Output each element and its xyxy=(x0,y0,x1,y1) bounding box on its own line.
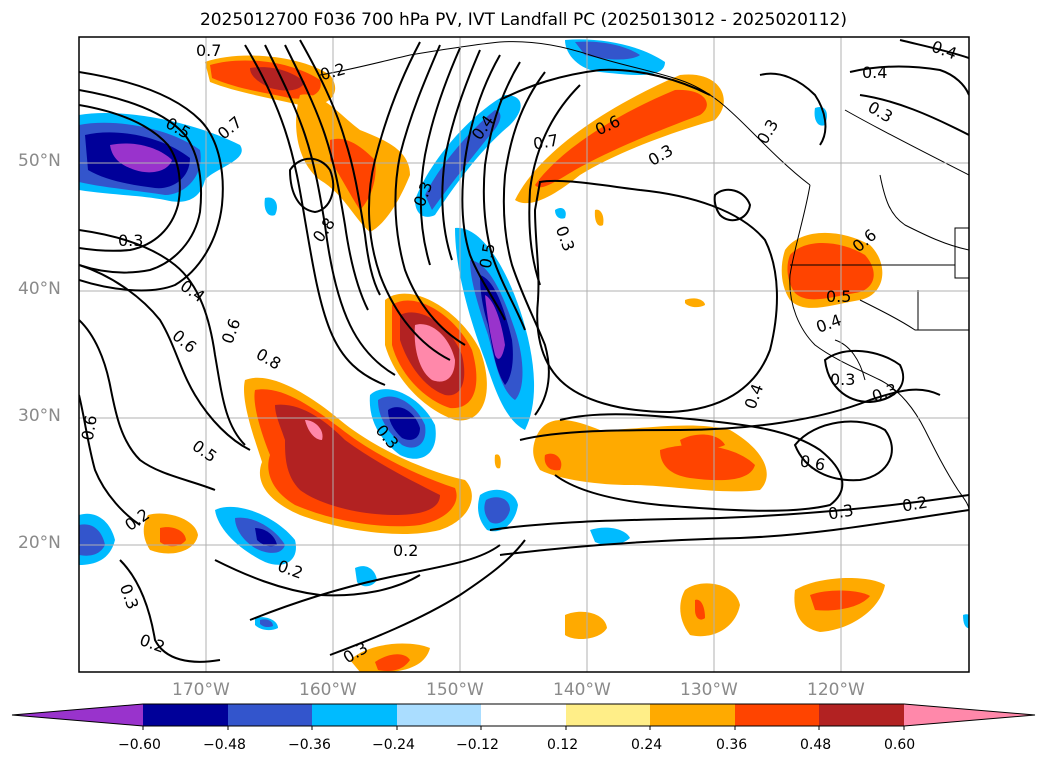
colorbar-swatch xyxy=(904,704,1035,726)
lon-label-130w: 130°W xyxy=(680,680,738,700)
contour-label: 0.5 xyxy=(826,287,851,306)
lon-label-150w: 150°W xyxy=(426,680,484,700)
contour-label: 0.6 xyxy=(78,414,101,442)
lat-label-20n: 20°N xyxy=(18,533,61,553)
contour-label: 0.4 xyxy=(862,63,887,82)
colorbar-swatch xyxy=(312,704,397,726)
colorbar-tick: 0.12 xyxy=(547,737,579,753)
neg-blob-central-vertical xyxy=(455,227,535,430)
colorbar-tick: −0.48 xyxy=(203,737,246,753)
pos-blob-north xyxy=(205,55,336,106)
colorbar-tick: −0.60 xyxy=(118,737,161,753)
colorbar-tick: 0.36 xyxy=(716,737,748,753)
colorbar-swatch xyxy=(481,704,566,726)
colorbar-swatch xyxy=(566,704,650,726)
pos-blob-south-1 xyxy=(680,583,740,637)
colorbar-tick: 0.48 xyxy=(800,737,832,753)
colorbar-swatch xyxy=(735,704,819,726)
contour-label: 0.7 xyxy=(532,130,560,153)
colorbar-swatch xyxy=(143,704,228,726)
lat-label-40n: 40°N xyxy=(18,279,61,299)
colorbar-tick: −0.36 xyxy=(288,737,331,753)
lon-label-120w: 120°W xyxy=(807,680,865,700)
pv-contours xyxy=(79,39,969,663)
contour-label: 0.3 xyxy=(827,500,855,523)
lat-label-30n: 30°N xyxy=(18,406,61,426)
lon-label-140w: 140°W xyxy=(553,680,611,700)
plot-frame xyxy=(78,36,970,673)
plot-area: 0.7 0.2 0.5 0.7 0.3 0.8 0.4 0.6 0.6 0.8 … xyxy=(78,37,969,672)
map-title: 2025012700 F036 700 hPa PV, IVT Landfall… xyxy=(199,10,847,30)
shading-layer xyxy=(79,39,969,672)
gridlines xyxy=(79,37,969,672)
neg-strip-central xyxy=(415,95,521,217)
colorbar-tick: −0.12 xyxy=(456,737,499,753)
pos-band-southwest xyxy=(243,377,472,535)
contour-label: 0.5 xyxy=(476,242,499,270)
lon-label-160w: 160°W xyxy=(299,680,357,700)
contour-label: 0.3 xyxy=(830,370,855,389)
colorbar-swatch xyxy=(12,704,143,726)
contour-label: 0.6 xyxy=(798,451,826,474)
colorbar-swatch xyxy=(650,704,735,726)
colorbar-tick: −0.24 xyxy=(372,737,415,753)
colorbar xyxy=(11,703,1036,730)
coastlines xyxy=(319,41,969,511)
pos-blob-westcoast xyxy=(781,232,883,308)
colorbar-swatch xyxy=(228,704,312,726)
colorbar-swatch xyxy=(819,704,904,726)
colorbar-swatch xyxy=(397,704,481,726)
lon-label-170w: 170°W xyxy=(172,680,230,700)
lat-label-50n: 50°N xyxy=(18,151,61,171)
colorbar-tick: 0.24 xyxy=(631,737,663,753)
contour-label: 0.2 xyxy=(393,541,418,560)
contour-label: 0.2 xyxy=(901,492,929,515)
contour-label: 0.3 xyxy=(118,231,143,250)
colorbar-tick: 0.60 xyxy=(884,737,916,753)
contour-label: 0.7 xyxy=(196,41,221,60)
